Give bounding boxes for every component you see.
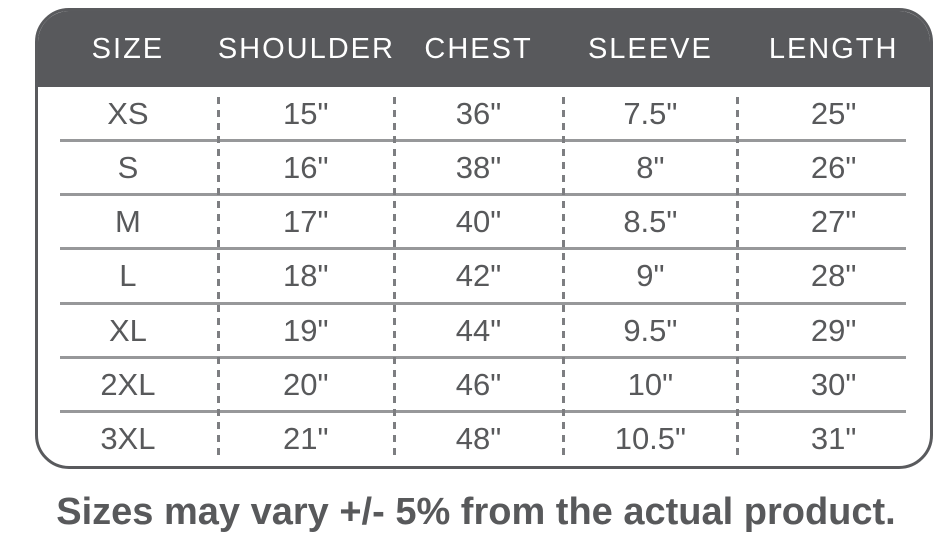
table-row-m: M 17" 40" 8.5" 27" <box>38 195 930 251</box>
column-divider <box>216 97 220 459</box>
header-cell-length: LENGTH <box>768 32 899 65</box>
table-row-s: S 16" 38" 8" 26" <box>38 141 930 197</box>
cell-length: 25" <box>810 96 857 132</box>
cell-chest: 38" <box>455 150 502 186</box>
cell-size: XS <box>107 96 149 132</box>
cell-sleeve: 10" <box>627 366 674 402</box>
table-header-row: SIZE SHOULDER CHEST SLEEVE LENGTH <box>38 11 930 87</box>
cell-shoulder: 18" <box>282 258 329 294</box>
cell-sleeve: 9" <box>636 258 665 294</box>
cell-size: L <box>119 258 137 294</box>
cell-chest: 36" <box>455 96 502 132</box>
cell-shoulder: 16" <box>282 150 329 186</box>
cell-length: 26" <box>810 150 857 186</box>
cell-chest: 42" <box>455 258 502 294</box>
header-cell-size: SIZE <box>91 32 165 65</box>
table-row-2xl: 2XL 20" 46" 10" 30" <box>38 358 930 413</box>
table-row-l: L 18" 42" 9" 28" <box>38 249 930 305</box>
cell-sleeve: 8.5" <box>623 204 678 240</box>
cell-sleeve: 8" <box>636 150 665 186</box>
cell-sleeve: 9.5" <box>623 312 678 348</box>
column-divider <box>736 97 740 459</box>
cell-chest: 46" <box>455 366 502 402</box>
cell-shoulder: 20" <box>282 366 329 402</box>
cell-length: 30" <box>810 366 857 402</box>
cell-length: 28" <box>810 258 857 294</box>
cell-chest: 44" <box>455 312 502 348</box>
column-divider <box>392 97 396 459</box>
cell-size: S <box>117 150 139 186</box>
cell-size: M <box>114 204 141 240</box>
cell-shoulder: 19" <box>282 312 329 348</box>
cell-shoulder: 17" <box>282 204 329 240</box>
cell-shoulder: 15" <box>282 96 329 132</box>
cell-shoulder: 21" <box>282 420 329 456</box>
cell-length: 31" <box>810 420 857 456</box>
cell-chest: 40" <box>455 204 502 240</box>
header-cell-sleeve: SLEEVE <box>587 32 713 65</box>
cell-sleeve: 10.5" <box>614 420 687 456</box>
cell-size: 3XL <box>100 420 156 456</box>
table-body: XS 15" 36" 7.5" 25" S 16" 38" 8" 26" M 1… <box>38 87 930 466</box>
cell-length: 27" <box>810 204 857 240</box>
size-disclaimer: Sizes may vary +/- 5% from the actual pr… <box>56 491 896 533</box>
table-row-xs: XS 15" 36" 7.5" 25" <box>38 87 930 143</box>
cell-sleeve: 7.5" <box>623 96 678 132</box>
cell-length: 29" <box>810 312 857 348</box>
column-divider <box>562 97 566 459</box>
header-cell-chest: CHEST <box>424 32 533 65</box>
cell-chest: 48" <box>455 420 502 456</box>
header-cell-shoulder: SHOULDER <box>217 32 395 65</box>
cell-size: XL <box>108 312 147 348</box>
cell-size: 2XL <box>100 366 156 402</box>
table-row-xl: XL 19" 44" 9.5" 29" <box>38 304 930 359</box>
size-chart-table: SIZE SHOULDER CHEST SLEEVE LENGTH XS 15"… <box>35 8 933 469</box>
table-row-3xl: 3XL 21" 48" 10.5" 31" <box>38 412 930 466</box>
